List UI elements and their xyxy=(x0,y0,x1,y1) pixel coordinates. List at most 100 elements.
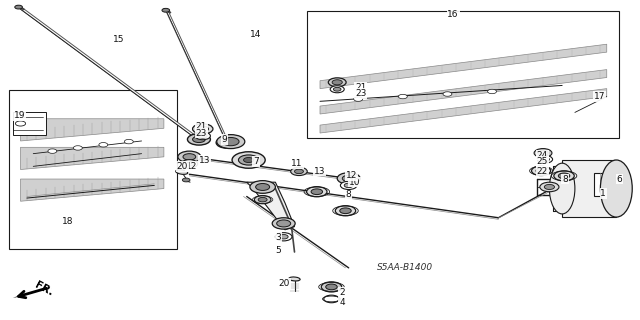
Text: 21: 21 xyxy=(196,122,207,131)
Polygon shape xyxy=(320,69,607,114)
Text: 2: 2 xyxy=(339,288,345,297)
Bar xyxy=(562,160,616,217)
Text: 5: 5 xyxy=(275,246,281,255)
Circle shape xyxy=(15,5,22,9)
Text: 21: 21 xyxy=(355,83,367,92)
Circle shape xyxy=(335,206,356,216)
Circle shape xyxy=(532,166,550,176)
Circle shape xyxy=(294,169,303,174)
Circle shape xyxy=(340,181,357,189)
Circle shape xyxy=(536,168,546,173)
Ellipse shape xyxy=(289,277,300,281)
Circle shape xyxy=(538,150,548,156)
Text: 9: 9 xyxy=(221,135,227,144)
Polygon shape xyxy=(246,182,294,230)
Polygon shape xyxy=(320,89,607,133)
Circle shape xyxy=(217,135,245,148)
Circle shape xyxy=(162,8,170,12)
Circle shape xyxy=(223,138,239,146)
Circle shape xyxy=(244,157,253,163)
Circle shape xyxy=(216,137,239,148)
Text: 20: 20 xyxy=(278,279,290,288)
Circle shape xyxy=(538,156,552,163)
Circle shape xyxy=(540,182,559,192)
Text: 1: 1 xyxy=(600,189,606,198)
Circle shape xyxy=(328,78,346,87)
Circle shape xyxy=(195,132,211,140)
Circle shape xyxy=(279,235,288,239)
Circle shape xyxy=(276,220,291,227)
Polygon shape xyxy=(20,119,164,141)
Circle shape xyxy=(185,162,194,166)
Circle shape xyxy=(124,140,133,144)
Circle shape xyxy=(324,295,339,303)
Circle shape xyxy=(291,167,307,176)
Circle shape xyxy=(183,154,196,160)
Circle shape xyxy=(488,89,497,94)
Text: 13: 13 xyxy=(314,167,325,176)
Circle shape xyxy=(15,121,26,126)
Circle shape xyxy=(354,97,363,101)
Ellipse shape xyxy=(549,163,575,214)
Circle shape xyxy=(178,151,201,163)
Text: 19: 19 xyxy=(14,111,26,120)
Circle shape xyxy=(239,155,259,165)
Circle shape xyxy=(332,80,342,85)
Circle shape xyxy=(344,183,353,188)
Circle shape xyxy=(272,218,295,229)
Polygon shape xyxy=(13,112,46,135)
Circle shape xyxy=(250,180,275,193)
Circle shape xyxy=(326,284,337,290)
Circle shape xyxy=(221,140,234,146)
Circle shape xyxy=(254,196,271,204)
Circle shape xyxy=(554,171,574,181)
Text: 11: 11 xyxy=(291,159,303,168)
Circle shape xyxy=(321,282,342,292)
Text: 12: 12 xyxy=(186,162,198,171)
Text: 13: 13 xyxy=(199,156,211,164)
Bar xyxy=(594,173,620,196)
Text: 6: 6 xyxy=(616,174,622,184)
Circle shape xyxy=(255,183,269,190)
Circle shape xyxy=(232,152,265,168)
Text: 25: 25 xyxy=(537,157,548,166)
Text: 17: 17 xyxy=(594,92,605,101)
Polygon shape xyxy=(307,11,620,138)
Text: 7: 7 xyxy=(253,157,259,166)
Text: 10: 10 xyxy=(349,178,360,187)
Text: 22: 22 xyxy=(537,167,548,176)
Text: S5AA-B1400: S5AA-B1400 xyxy=(378,263,433,272)
Circle shape xyxy=(188,134,211,145)
Circle shape xyxy=(74,146,83,150)
Circle shape xyxy=(198,134,207,138)
Circle shape xyxy=(333,87,341,91)
Circle shape xyxy=(398,94,407,99)
Circle shape xyxy=(540,157,549,162)
Text: 3: 3 xyxy=(275,233,281,242)
Circle shape xyxy=(258,197,267,202)
Circle shape xyxy=(330,86,344,93)
Text: 23: 23 xyxy=(355,89,367,98)
Circle shape xyxy=(311,189,323,195)
Text: FR.: FR. xyxy=(33,279,55,297)
Polygon shape xyxy=(9,90,177,249)
Text: 16: 16 xyxy=(447,10,459,19)
Circle shape xyxy=(275,233,292,241)
Circle shape xyxy=(99,142,108,147)
Text: 24: 24 xyxy=(537,151,548,160)
Text: 12: 12 xyxy=(346,172,357,180)
Ellipse shape xyxy=(600,160,632,217)
Polygon shape xyxy=(320,44,607,89)
Text: 18: 18 xyxy=(62,217,74,226)
Circle shape xyxy=(307,187,327,197)
Ellipse shape xyxy=(176,170,188,174)
Polygon shape xyxy=(13,295,20,298)
Polygon shape xyxy=(20,179,164,201)
Text: 15: 15 xyxy=(113,35,124,44)
Circle shape xyxy=(193,124,213,134)
Text: 4: 4 xyxy=(339,298,345,307)
Circle shape xyxy=(534,148,552,157)
Text: 14: 14 xyxy=(250,30,261,39)
Text: 8: 8 xyxy=(346,190,351,199)
Circle shape xyxy=(193,136,205,142)
